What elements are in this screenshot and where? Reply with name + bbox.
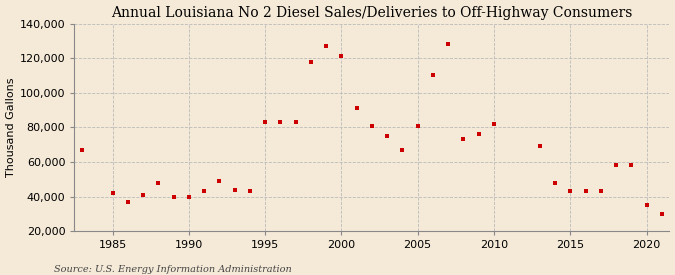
- Y-axis label: Thousand Gallons: Thousand Gallons: [5, 78, 16, 177]
- Text: Source: U.S. Energy Information Administration: Source: U.S. Energy Information Administ…: [54, 265, 292, 274]
- Point: [412, 123, 423, 128]
- Point: [367, 123, 377, 128]
- Point: [382, 134, 393, 138]
- Point: [230, 188, 240, 192]
- Point: [351, 106, 362, 111]
- Point: [153, 180, 164, 185]
- Point: [611, 163, 622, 167]
- Point: [244, 189, 255, 194]
- Point: [427, 73, 438, 78]
- Title: Annual Louisiana No 2 Diesel Sales/Deliveries to Off-Highway Consumers: Annual Louisiana No 2 Diesel Sales/Deliv…: [111, 6, 632, 20]
- Point: [580, 189, 591, 194]
- Point: [138, 192, 148, 197]
- Point: [275, 120, 286, 124]
- Point: [290, 120, 301, 124]
- Point: [321, 44, 331, 48]
- Point: [549, 180, 560, 185]
- Point: [443, 42, 454, 46]
- Point: [397, 148, 408, 152]
- Point: [306, 59, 317, 64]
- Point: [489, 122, 500, 126]
- Point: [168, 194, 179, 199]
- Point: [473, 132, 484, 136]
- Point: [260, 120, 271, 124]
- Point: [535, 144, 545, 148]
- Point: [214, 179, 225, 183]
- Point: [565, 189, 576, 194]
- Point: [626, 163, 637, 167]
- Point: [122, 200, 133, 204]
- Point: [595, 189, 606, 194]
- Point: [641, 203, 652, 207]
- Point: [107, 191, 118, 195]
- Point: [656, 212, 667, 216]
- Point: [76, 148, 87, 152]
- Point: [458, 137, 469, 142]
- Point: [336, 54, 347, 59]
- Point: [198, 189, 209, 194]
- Point: [184, 194, 194, 199]
